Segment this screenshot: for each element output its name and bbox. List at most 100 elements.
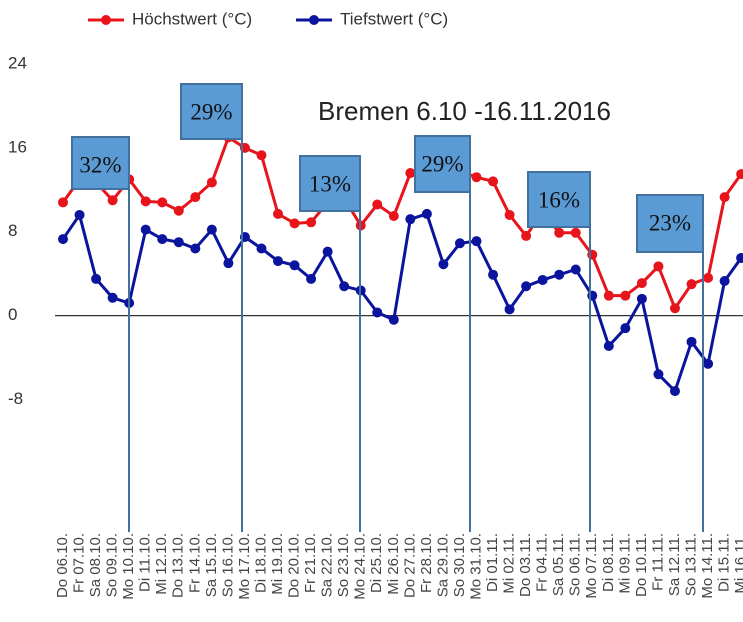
annotation-box	[414, 135, 471, 193]
data-point	[173, 205, 184, 216]
annotation-box	[636, 194, 704, 253]
x-tick-label: Mi 09.11.	[616, 533, 633, 594]
data-point	[736, 252, 743, 263]
data-point	[273, 208, 284, 219]
data-point	[190, 243, 201, 254]
data-point	[372, 307, 383, 318]
data-point	[388, 314, 399, 325]
x-tick-label: Mo 17.10.	[236, 533, 253, 600]
data-point	[537, 274, 548, 285]
x-tick-label: So 23.10.	[335, 533, 352, 597]
data-point	[488, 176, 499, 187]
data-point	[620, 290, 631, 301]
x-tick-label: Do 20.10.	[286, 533, 303, 598]
x-tick-label: Fr 21.10.	[302, 533, 319, 593]
x-tick-label: Mi 26.10.	[385, 533, 402, 595]
data-point	[58, 197, 68, 208]
x-tick-label: Fr 07.10.	[71, 533, 88, 593]
data-point	[256, 150, 267, 161]
data-point	[488, 269, 499, 280]
x-tick-label: So 30.10.	[451, 533, 468, 597]
data-point	[587, 249, 598, 260]
data-point	[107, 195, 118, 206]
data-point	[289, 218, 300, 229]
legend-label: Tiefstwert (°C)	[340, 9, 448, 28]
data-point	[570, 227, 581, 238]
data-point	[388, 211, 399, 222]
data-point	[636, 278, 647, 289]
data-point	[306, 273, 317, 284]
annotation-box	[180, 83, 243, 140]
x-tick-label: Sa 29.10.	[434, 533, 451, 597]
y-tick-label: 24	[8, 53, 27, 72]
x-tick-label: Fr 04.11.	[534, 533, 551, 592]
x-tick-label: Sa 05.11.	[550, 533, 567, 596]
data-point	[206, 177, 217, 188]
annotation-text: 23%	[649, 210, 691, 235]
x-tick-label: So 16.10.	[219, 533, 236, 597]
data-point	[289, 260, 300, 271]
x-tick-label: So 06.11.	[567, 533, 584, 596]
x-tick-label: Di 18.10.	[252, 533, 269, 593]
data-point	[223, 258, 234, 269]
data-point	[504, 209, 515, 220]
x-tick-label: Mo 10.10.	[120, 533, 137, 600]
annotation-text: 32%	[79, 152, 121, 177]
data-point	[256, 243, 267, 254]
data-point	[91, 273, 102, 284]
data-point	[206, 224, 217, 235]
x-tick-label: Do 03.11.	[517, 533, 534, 597]
data-point	[703, 358, 714, 369]
chart-title: Bremen 6.10 -16.11.2016	[318, 96, 611, 126]
data-point	[620, 323, 631, 334]
x-tick-label: Di 11.10.	[137, 533, 154, 592]
x-tick-label: Mo 31.10.	[467, 533, 484, 600]
x-tick-label: Do 06.10.	[54, 533, 71, 598]
x-tick-label: Di 25.10.	[368, 533, 385, 593]
data-point	[653, 261, 664, 272]
x-tick-label: Do 13.10.	[170, 533, 187, 598]
data-point	[322, 246, 333, 257]
data-point	[140, 196, 151, 207]
data-point	[669, 386, 680, 397]
data-point	[405, 168, 416, 179]
x-tick-label: Mo 24.10.	[352, 533, 369, 600]
x-tick-label: Mi 16.11.	[732, 533, 743, 594]
annotation-text: 13%	[309, 171, 351, 196]
x-tick-label: Fr 28.10.	[418, 533, 435, 593]
x-tick-label: Sa 22.10.	[319, 533, 336, 597]
data-point	[686, 336, 697, 347]
x-tick-label: Do 10.11.	[633, 533, 650, 597]
data-point	[471, 236, 482, 247]
y-tick-label: 16	[8, 137, 27, 156]
data-point	[438, 259, 449, 270]
data-point	[570, 264, 581, 275]
data-point	[157, 197, 168, 208]
data-point	[686, 279, 697, 290]
data-point	[405, 214, 416, 225]
data-point	[107, 292, 118, 303]
x-tick-label: Di 08.11.	[600, 533, 617, 592]
data-point	[669, 303, 680, 314]
data-point	[190, 192, 201, 203]
data-point	[719, 276, 730, 287]
x-tick-label: Sa 08.10.	[87, 533, 104, 597]
legend-dot	[309, 15, 319, 25]
data-point	[372, 199, 383, 210]
data-point	[454, 238, 465, 249]
data-point	[719, 192, 730, 203]
data-point	[140, 224, 151, 235]
data-point	[603, 290, 614, 301]
data-point	[471, 172, 482, 183]
annotation-text: 29%	[421, 151, 463, 176]
annotation-text: 29%	[190, 99, 232, 124]
legend-label: Höchstwert (°C)	[132, 9, 252, 28]
data-point	[653, 369, 664, 380]
data-point	[521, 281, 532, 292]
data-point	[58, 234, 68, 245]
data-point	[554, 227, 565, 238]
data-point	[587, 290, 598, 301]
data-point	[157, 234, 168, 245]
data-point	[306, 217, 317, 228]
